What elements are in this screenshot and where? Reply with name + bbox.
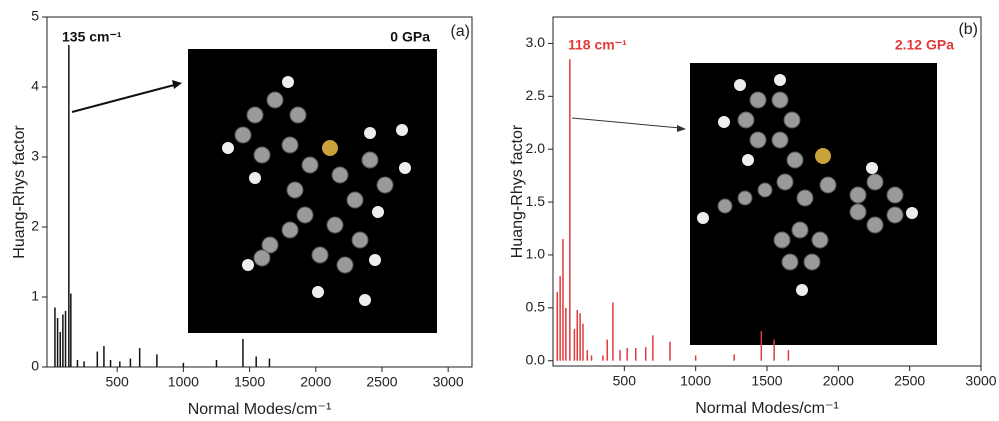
y-tick-label: 2.0 <box>526 140 546 156</box>
annotation: 135 cm⁻¹ <box>62 29 122 45</box>
x-axis-label: Normal Modes/cm⁻¹ <box>695 400 839 417</box>
plot-frame <box>46 16 473 368</box>
y-tick-label: 2 <box>31 218 39 234</box>
y-tick-label: 4 <box>31 78 39 94</box>
x-tick-label: 3000 <box>433 374 464 390</box>
x-tick-label: 1500 <box>234 374 265 390</box>
arrow <box>71 83 179 113</box>
x-tick-label: 3000 <box>965 373 996 389</box>
annotation: 0 GPa <box>390 29 430 45</box>
y-tick-label: 0.0 <box>526 351 546 367</box>
y-axis-label: Huang-Rhys factor <box>509 124 526 258</box>
annotation: (b) <box>958 21 978 38</box>
y-axis-label: Huang-Rhys factor <box>11 125 28 259</box>
x-tick-label: 2000 <box>300 374 331 390</box>
x-tick-label: 1500 <box>751 373 782 389</box>
x-tick-label: 500 <box>613 373 637 389</box>
arrowhead <box>172 80 182 89</box>
y-tick-label: 2.5 <box>526 87 546 103</box>
y-tick-label: 1 <box>31 288 39 304</box>
y-tick-label: 3.0 <box>526 34 546 50</box>
x-tick-label: 2500 <box>366 374 397 390</box>
inset-a <box>188 49 437 333</box>
y-tick-label: 0 <box>31 358 39 374</box>
y-tick-label: 5 <box>31 8 39 24</box>
y-tick-label: 1.5 <box>526 193 546 209</box>
arrowhead <box>677 125 686 132</box>
x-axis-label: Normal Modes/cm⁻¹ <box>188 401 332 418</box>
arrow <box>571 117 681 129</box>
annotation: 118 cm⁻¹ <box>568 37 627 53</box>
x-tick-label: 500 <box>105 374 129 390</box>
annotation: 2.12 GPa <box>895 37 954 53</box>
x-tick-label: 1000 <box>168 374 199 390</box>
inset-b <box>690 63 937 345</box>
x-tick-label: 2000 <box>823 373 854 389</box>
y-tick-label: 3 <box>31 148 39 164</box>
annotation: (a) <box>450 23 470 40</box>
y-tick-label: 1.0 <box>526 246 546 262</box>
x-tick-label: 2500 <box>894 373 925 389</box>
x-tick-label: 1000 <box>680 373 711 389</box>
y-tick-label: 0.5 <box>526 299 546 315</box>
